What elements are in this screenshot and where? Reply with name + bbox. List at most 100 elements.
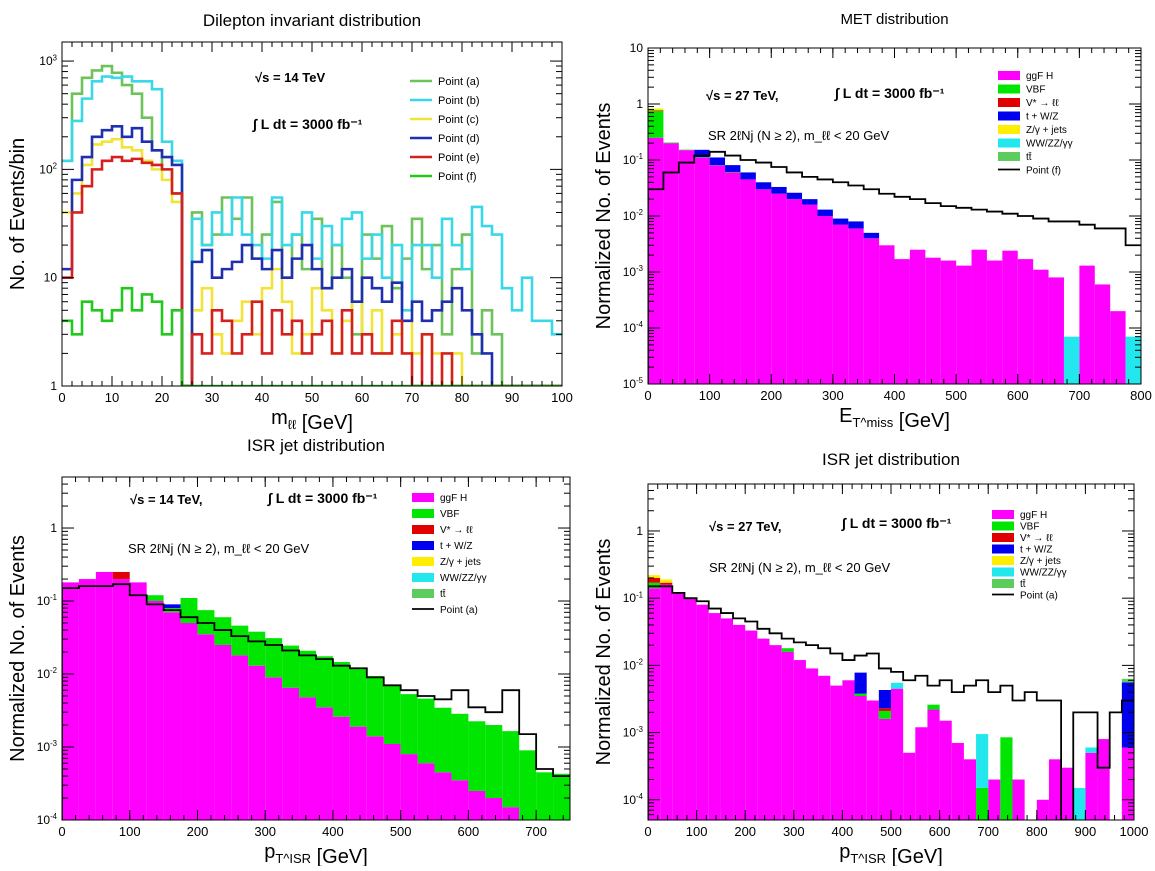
bar-1-17 xyxy=(350,668,367,726)
bar-5-31 xyxy=(1126,337,1141,384)
bar-0-21 xyxy=(418,763,435,820)
bar-0-16 xyxy=(333,717,350,820)
bar-3-19 xyxy=(879,690,891,708)
x-tick-label: 500 xyxy=(945,388,967,403)
x-tick-label: 90 xyxy=(505,390,519,405)
bar-0-7 xyxy=(733,625,745,820)
y-tick-label: 10-4 xyxy=(37,812,58,827)
bar-5-20 xyxy=(891,683,903,689)
x-tick-label: 100 xyxy=(699,388,721,403)
bar-0-20 xyxy=(891,689,903,820)
legend-label-1: Point (b) xyxy=(438,95,480,107)
bar-0-6 xyxy=(721,618,733,820)
x-tick-label: 600 xyxy=(929,824,951,839)
bar-1-28 xyxy=(536,772,553,820)
bar-1-23 xyxy=(451,714,468,780)
y-tick-label: 10-3 xyxy=(623,264,643,279)
bar-1-26 xyxy=(502,731,519,807)
legend-label-2: V* → ℓℓ xyxy=(1026,98,1059,109)
bar-0-22 xyxy=(915,727,927,820)
bar-3-10 xyxy=(802,199,817,204)
y-tick-label: 10-2 xyxy=(623,208,643,223)
bar-5-27 xyxy=(976,734,988,788)
x-tick-label: 400 xyxy=(322,824,344,839)
legend-label-3: Point (d) xyxy=(438,133,480,145)
bar-0-1 xyxy=(660,584,672,820)
y-axis-label: No. of Events/bin xyxy=(7,138,29,290)
bar-0-14 xyxy=(299,697,316,820)
x-tick-label: 0 xyxy=(644,388,651,403)
legend-swatch-1 xyxy=(412,509,434,518)
bar-1-5 xyxy=(147,595,164,601)
bar-0-21 xyxy=(903,753,915,820)
bar-0-2 xyxy=(96,572,113,820)
bar-0-1 xyxy=(79,579,96,820)
bar-0-13 xyxy=(282,688,299,820)
bar-1-7 xyxy=(181,598,198,623)
annotation-signal-region: SR 2ℓNj (N ≥ 2), m_ℓℓ < 20 GeV xyxy=(708,128,890,143)
legend-swatch-4 xyxy=(412,557,434,566)
x-tick-label: 200 xyxy=(734,824,756,839)
bar-0-5 xyxy=(147,601,164,820)
bar-1-23 xyxy=(927,705,939,710)
bar-0-23 xyxy=(451,780,468,820)
legend-label-2: Point (c) xyxy=(438,114,479,126)
x-tick-label: 40 xyxy=(255,390,269,405)
y-axis-label: Normalized No. of Events xyxy=(593,539,615,766)
y-tick-label: 1 xyxy=(50,379,57,393)
bar-5-27 xyxy=(1064,337,1079,384)
bar-1-9 xyxy=(214,617,231,645)
legend-swatch-0 xyxy=(412,493,434,502)
legend-label-0: ggF H xyxy=(1020,510,1047,521)
bar-0-22 xyxy=(987,261,1002,384)
bar-0-19 xyxy=(879,719,891,820)
bar-0-25 xyxy=(485,798,502,820)
plot-area xyxy=(648,109,1141,384)
bar-0-5 xyxy=(709,613,721,820)
x-tick-label: 400 xyxy=(832,824,854,839)
bar-0-25 xyxy=(1033,270,1048,384)
bar-1-22 xyxy=(435,708,452,773)
annotation-luminosity: ∫ L dt = 3000 fb⁻¹ xyxy=(841,515,952,532)
bar-3-17 xyxy=(855,673,867,694)
bar-0-3 xyxy=(684,598,696,820)
bar-0-10 xyxy=(231,655,248,820)
bar-0-13 xyxy=(806,668,818,820)
y-tick-label: 10-3 xyxy=(37,739,57,754)
bar-0-20 xyxy=(401,754,418,820)
bar-1-29 xyxy=(1000,737,1012,820)
annotation-signal-region: SR 2ℓNj (N ≥ 2), m_ℓℓ < 20 GeV xyxy=(709,560,891,575)
bar-2-0 xyxy=(648,110,663,111)
x-tick-label: 600 xyxy=(1007,388,1029,403)
bar-1-27 xyxy=(519,750,536,820)
bar-0-15 xyxy=(879,245,894,384)
bar-0-30 xyxy=(1110,311,1125,384)
bar-0-5 xyxy=(725,172,740,384)
bar-0-8 xyxy=(197,634,214,820)
bar-0-8 xyxy=(745,631,757,820)
bar-0-25 xyxy=(952,743,964,820)
plot-area xyxy=(648,575,1134,820)
bar-3-12 xyxy=(833,219,848,225)
x-tick-label: 200 xyxy=(187,824,209,839)
legend-swatch-0 xyxy=(992,510,1014,519)
x-tick-label: 10 xyxy=(105,390,119,405)
bar-0-14 xyxy=(818,676,830,820)
y-axis-label: Normalized No. of Events xyxy=(593,103,615,330)
bar-0-15 xyxy=(316,707,333,820)
x-axis-label: ET^miss [GeV] xyxy=(839,405,950,432)
legend-swatch-1 xyxy=(998,85,1020,94)
bar-0-6 xyxy=(164,612,181,820)
legend-label-5: Point (f) xyxy=(438,171,477,183)
y-tick-label: 1 xyxy=(636,97,643,111)
y-tick-label: 10-1 xyxy=(37,593,57,608)
legend-label-4: Point (e) xyxy=(438,152,480,164)
x-axis-label: mℓℓ [GeV] xyxy=(271,407,353,433)
x-tick-label: 400 xyxy=(884,388,906,403)
bar-0-36 xyxy=(1085,753,1097,820)
bar-0-26 xyxy=(964,759,976,820)
bar-0-28 xyxy=(988,780,1000,820)
bar-0-11 xyxy=(782,652,794,820)
legend-swatch-2 xyxy=(992,533,1014,542)
